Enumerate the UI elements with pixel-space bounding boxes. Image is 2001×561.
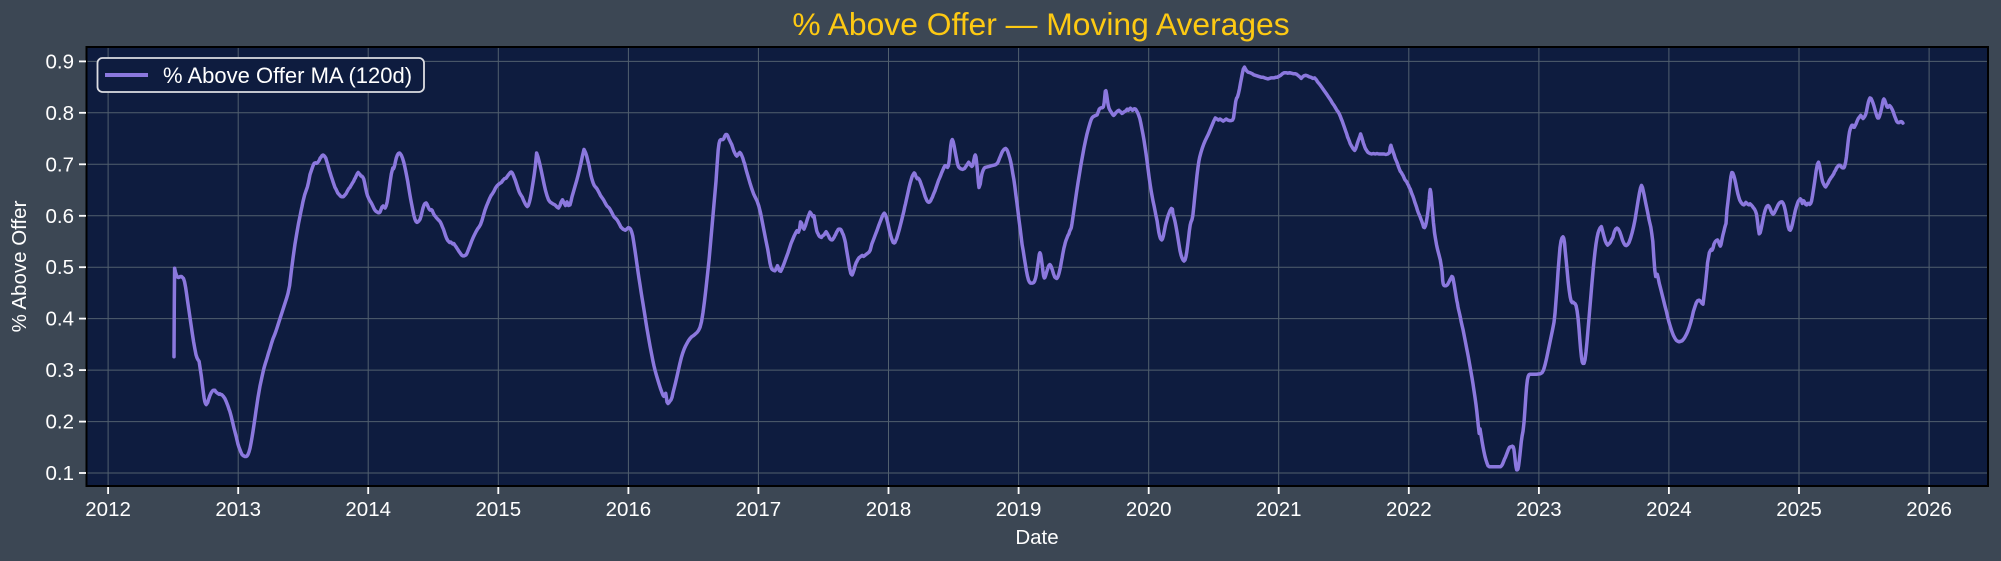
svg-text:2019: 2019	[996, 498, 1042, 521]
svg-text:0.7: 0.7	[46, 153, 75, 176]
svg-text:0.8: 0.8	[46, 102, 75, 125]
svg-text:2020: 2020	[1126, 498, 1172, 521]
svg-text:Date: Date	[1015, 526, 1058, 549]
svg-text:0.1: 0.1	[46, 462, 75, 485]
svg-text:% Above Offer: % Above Offer	[8, 200, 31, 332]
svg-text:2026: 2026	[1906, 498, 1952, 521]
svg-text:% Above Offer MA (120d): % Above Offer MA (120d)	[163, 63, 412, 88]
svg-text:2021: 2021	[1256, 498, 1302, 521]
svg-text:2025: 2025	[1776, 498, 1822, 521]
svg-text:0.3: 0.3	[46, 359, 75, 382]
svg-text:0.2: 0.2	[46, 411, 75, 434]
svg-text:2018: 2018	[866, 498, 912, 521]
svg-text:% Above Offer — Moving Average: % Above Offer — Moving Averages	[792, 6, 1289, 42]
svg-text:2017: 2017	[736, 498, 782, 521]
svg-text:2015: 2015	[475, 498, 521, 521]
svg-text:2014: 2014	[345, 498, 391, 521]
svg-text:2013: 2013	[215, 498, 261, 521]
svg-text:2016: 2016	[606, 498, 652, 521]
svg-text:2022: 2022	[1386, 498, 1432, 521]
svg-text:2024: 2024	[1646, 498, 1692, 521]
svg-text:2023: 2023	[1516, 498, 1562, 521]
svg-text:0.9: 0.9	[46, 50, 75, 73]
svg-text:0.6: 0.6	[46, 205, 75, 228]
svg-text:0.5: 0.5	[46, 256, 75, 279]
svg-text:2012: 2012	[85, 498, 131, 521]
svg-text:0.4: 0.4	[46, 308, 75, 331]
